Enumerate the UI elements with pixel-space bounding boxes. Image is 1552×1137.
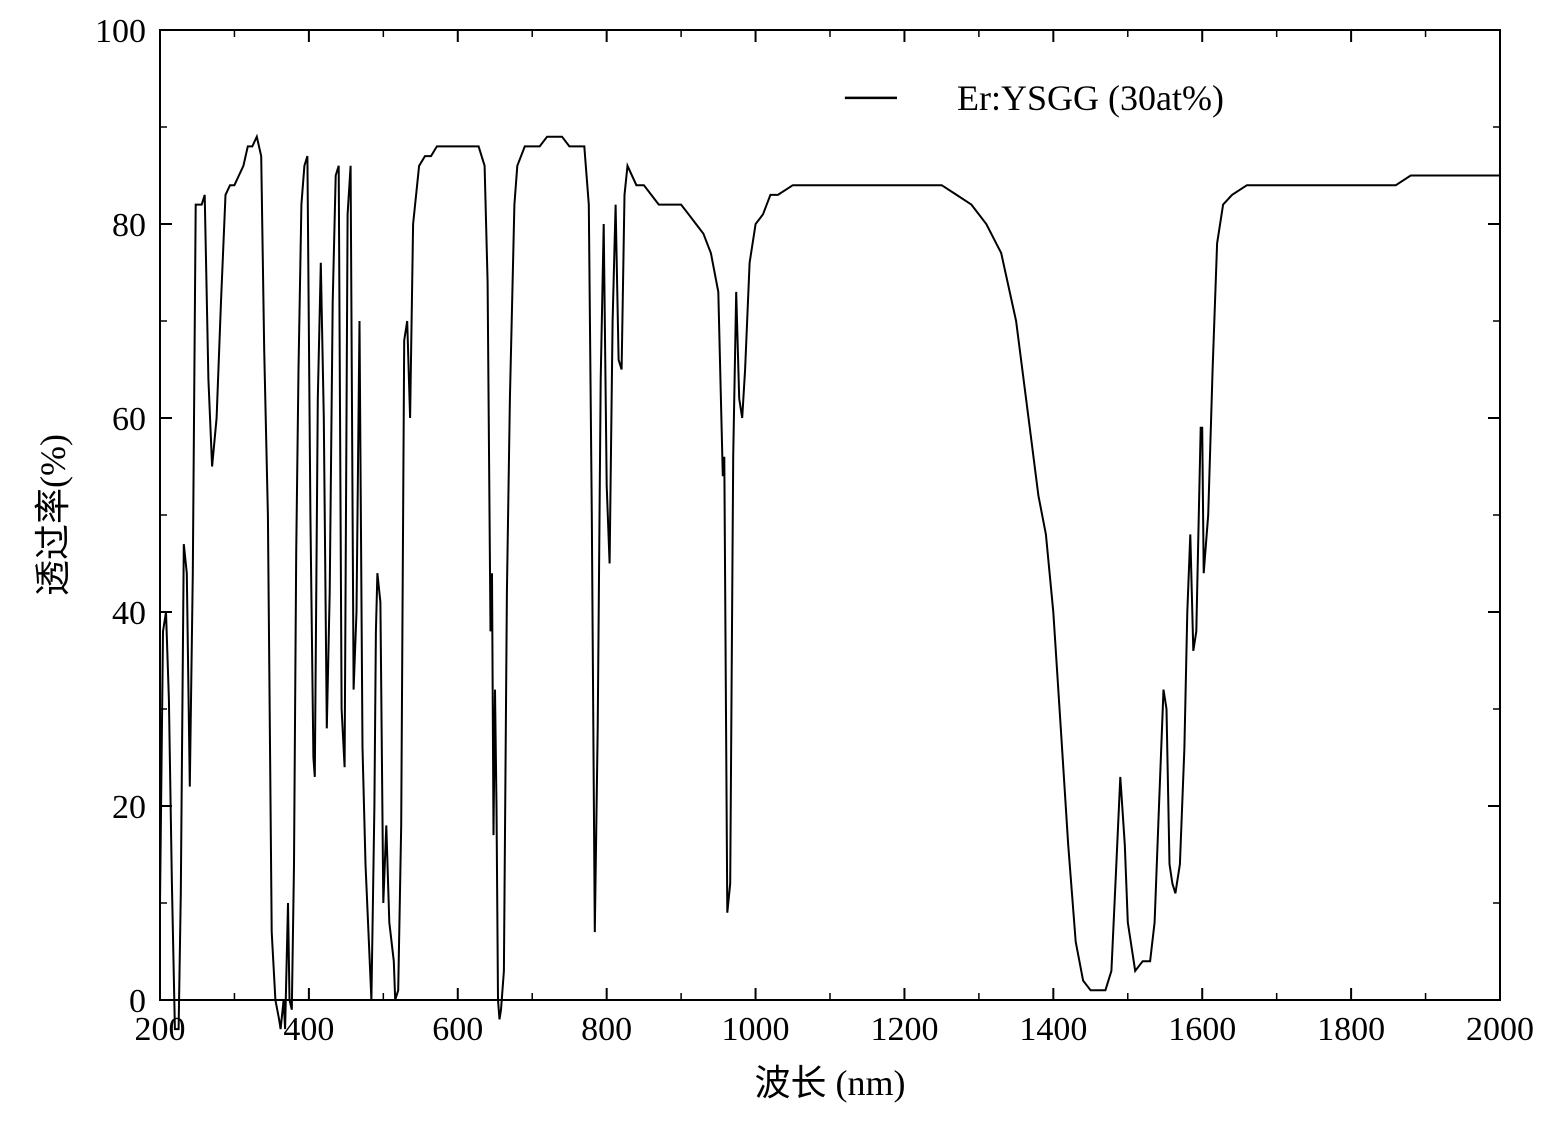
y-tick-label: 0 — [129, 983, 146, 1020]
y-tick-label: 100 — [95, 13, 146, 50]
y-tick-label: 80 — [112, 207, 146, 244]
y-tick-label: 60 — [112, 401, 146, 438]
x-tick-label: 1200 — [870, 1011, 938, 1048]
transmittance-series — [160, 137, 1500, 1029]
x-tick-label: 1000 — [722, 1011, 790, 1048]
legend-label: Er:YSGG (30at%) — [957, 78, 1224, 118]
y-axis-label: 透过率(%) — [33, 434, 73, 596]
x-tick-label: 1600 — [1168, 1011, 1236, 1048]
x-tick-label: 400 — [283, 1011, 334, 1048]
transmittance-chart: 2004006008001000120014001600180020000204… — [0, 0, 1552, 1137]
y-tick-label: 40 — [112, 595, 146, 632]
x-tick-label: 1400 — [1019, 1011, 1087, 1048]
x-tick-label: 800 — [581, 1011, 632, 1048]
y-tick-label: 20 — [112, 789, 146, 826]
chart-svg: 2004006008001000120014001600180020000204… — [0, 0, 1552, 1137]
x-tick-label: 2000 — [1466, 1011, 1534, 1048]
x-tick-label: 600 — [432, 1011, 483, 1048]
x-axis-label: 波长 (nm) — [755, 1063, 906, 1103]
x-tick-label: 1800 — [1317, 1011, 1385, 1048]
